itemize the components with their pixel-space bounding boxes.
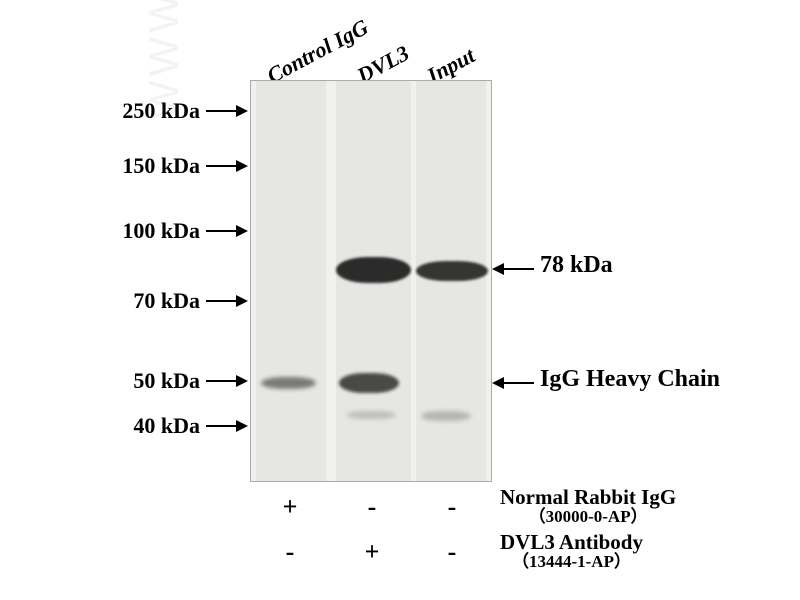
catalog-number: （13444-1-AP） [500, 553, 643, 571]
band-label-igg-heavy: IgG Heavy Chain [540, 366, 720, 393]
mw-label: 40 kDa [110, 413, 200, 439]
arrow-left-icon [494, 382, 534, 384]
lane-strip [256, 81, 326, 481]
arrow-right-icon [206, 300, 246, 302]
band-control-igg-heavy [261, 377, 316, 389]
mw-label: 70 kDa [110, 288, 200, 314]
mw-label: 250 kDa [100, 98, 200, 124]
antibody-name-dvl3: DVL3 Antibody （13444-1-AP） [500, 531, 643, 571]
pm-value: - [270, 537, 310, 567]
lane-strip [416, 81, 486, 481]
pm-value: - [432, 492, 472, 522]
mw-label: 50 kDa [110, 368, 200, 394]
antibody-name-normal-rabbit-igg: Normal Rabbit IgG （30000-0-AP） [500, 486, 676, 526]
arrow-right-icon [206, 425, 246, 427]
arrow-right-icon [206, 380, 246, 382]
antibody-name-text: Normal Rabbit IgG [500, 485, 676, 509]
mw-label: 100 kDa [100, 218, 200, 244]
band-dvl3-igg-heavy [339, 373, 399, 393]
band-dvl3-78kda [336, 257, 411, 283]
arrow-right-icon [206, 165, 246, 167]
arrow-right-icon [206, 110, 246, 112]
band-label-78kda: 78 kDa [540, 252, 613, 279]
pm-value: + [352, 537, 392, 567]
catalog-number: （30000-0-AP） [500, 508, 676, 526]
mw-label: 150 kDa [100, 153, 200, 179]
western-blot-image [250, 80, 492, 482]
figure-container: WWW.PTGLAB.COM Control IgG DVL3 Input 25… [0, 0, 800, 600]
pm-value: + [270, 492, 310, 522]
pm-value: - [432, 537, 472, 567]
arrow-right-icon [206, 230, 246, 232]
antibody-name-text: DVL3 Antibody [500, 530, 643, 554]
band-faint [346, 411, 396, 419]
arrow-left-icon [494, 268, 534, 270]
pm-value: - [352, 492, 392, 522]
band-faint [421, 411, 471, 421]
lane-label-control: Control IgG [263, 14, 373, 89]
band-input-78kda [416, 261, 488, 281]
